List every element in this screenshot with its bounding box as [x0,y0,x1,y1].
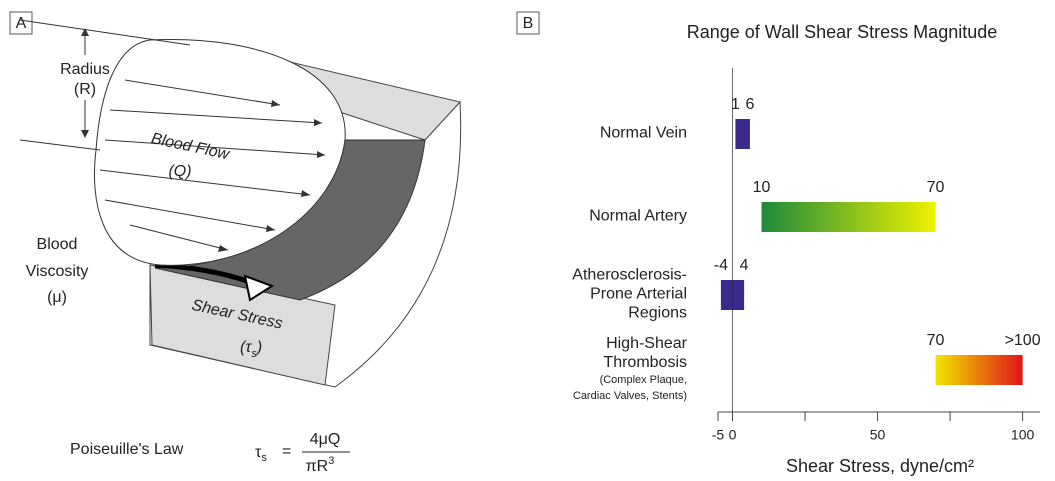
category-label: Prone Arterial [590,286,687,303]
category-note: (Complex Plaque, [600,374,687,386]
category-note: Cardiac Valves, Stents) [573,390,687,402]
panel-label: B [523,15,534,32]
high-label: >100 [1005,332,1041,349]
law-label: Poiseuille's Law [70,441,184,458]
range-bar [735,119,750,149]
range-bar [762,202,936,232]
viscosity-label: Blood [37,236,78,253]
panel-label: A [16,15,27,32]
chart-title: Range of Wall Shear Stress Magnitude [687,22,998,42]
panel-a: A Radius (R) Blood Flow (Q) Blood Viscos… [10,12,461,475]
viscosity-symbol: (μ) [47,289,67,306]
formula-eq: = [282,443,291,460]
category-label: Normal Vein [600,125,687,142]
radius-label: Radius [60,61,110,78]
x-tick-label: 100 [1011,427,1035,443]
radius-symbol: (R) [74,81,96,98]
high-label: 70 [927,179,945,196]
range-bar [936,355,1023,385]
category-label: Normal Artery [589,208,687,225]
low-label: -4 [714,257,728,274]
x-tick-label: 0 [729,427,737,443]
high-label: 6 [745,96,754,113]
low-label: 10 [753,179,771,196]
viscosity-label: Viscosity [26,263,89,280]
category-label: Atherosclerosis- [572,267,687,284]
x-tick-label: 50 [870,427,886,443]
category-label: Regions [628,305,687,322]
high-label: 4 [740,257,749,274]
x-tick-label: -5 [712,427,725,443]
category-label: Thrombosis [603,354,687,371]
x-axis-title: Shear Stress, dyne/cm² [786,456,974,476]
formula-num: 4μQ [310,431,341,448]
formula-den: πR3 [306,455,335,475]
formula-lhs: τs [255,444,267,464]
panel-b: B Range of Wall Shear Stress Magnitude S… [517,12,1041,476]
category-label: High-Shear [606,335,688,352]
flow-symbol: (Q) [168,163,191,180]
low-label: 70 [927,332,945,349]
